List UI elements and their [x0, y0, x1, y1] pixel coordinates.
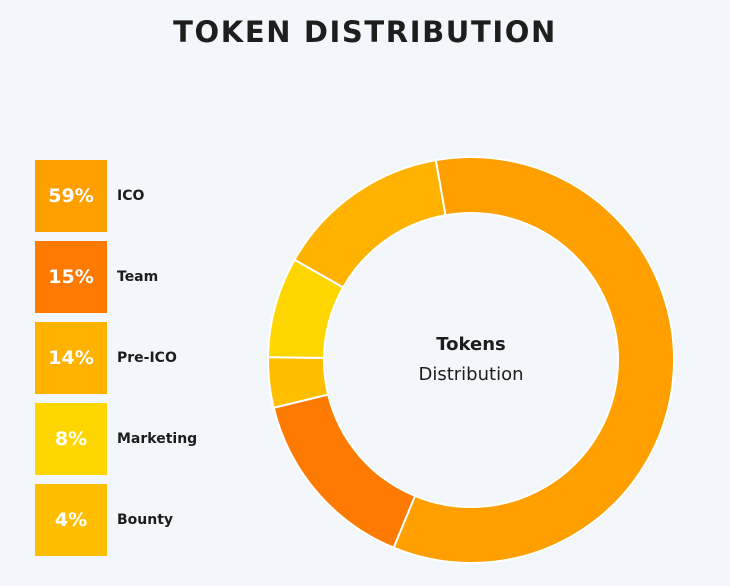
- legend-label-team: Team: [117, 269, 159, 285]
- legend-row-team: 15% Team: [35, 241, 158, 313]
- legend-row-pre-ico: 14% Pre-ICO: [35, 322, 177, 394]
- donut-slice-bounty: [267, 356, 330, 409]
- donut-slice-pre-ico: [293, 158, 447, 289]
- legend: 59% ICO 15% Team 14% Pre-ICO 8% Marketin…: [35, 160, 255, 560]
- donut-slice-team: [272, 393, 417, 549]
- legend-label-ico: ICO: [117, 188, 145, 204]
- legend-swatch-pre-ico: 14%: [35, 322, 107, 394]
- donut-center-subtitle: Distribution: [418, 364, 524, 385]
- legend-swatch-ico: 59%: [35, 160, 107, 232]
- donut-slice-marketing: [267, 258, 345, 359]
- legend-label-marketing: Marketing: [117, 431, 198, 447]
- legend-swatch-team: 15%: [35, 241, 107, 313]
- legend-swatch-bounty: 4%: [35, 484, 107, 556]
- donut-center-label: Tokens Distribution: [371, 330, 571, 390]
- legend-row-marketing: 8% Marketing: [35, 403, 197, 475]
- legend-row-ico: 59% ICO: [35, 160, 144, 232]
- donut-center-title: Tokens: [436, 334, 506, 355]
- legend-label-bounty: Bounty: [117, 512, 174, 528]
- legend-label-pre-ico: Pre-ICO: [117, 350, 177, 366]
- legend-swatch-marketing: 8%: [35, 403, 107, 475]
- legend-row-bounty: 4% Bounty: [35, 484, 173, 556]
- page-title: TOKEN DISTRIBUTION: [173, 15, 557, 49]
